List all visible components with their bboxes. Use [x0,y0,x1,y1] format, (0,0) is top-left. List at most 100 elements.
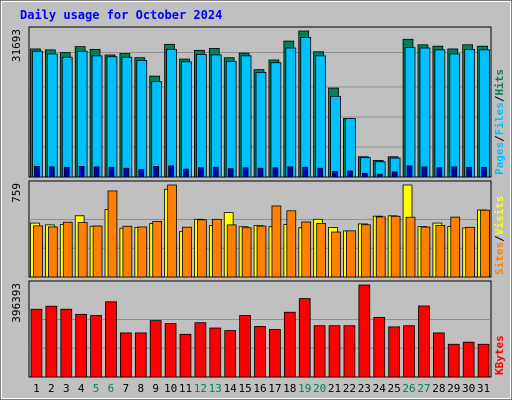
files-bar [61,56,73,178]
sites-bar [226,224,237,278]
x-tick-label: 21 [328,382,341,395]
pages-bar [466,166,472,178]
sites-bar [256,225,267,278]
files-bar [121,56,133,178]
pages-bar [227,168,234,178]
files-bar [32,50,43,178]
x-tick-label: 13 [209,382,222,395]
legend-label-pages: Pages [493,142,506,175]
sites-bar [122,225,133,278]
x-tick-label: 7 [123,382,130,395]
legend-label-files: Files [493,102,506,135]
legend-label-hits: Hits [493,69,506,96]
pages-bar [332,171,338,178]
x-tick-label: 9 [152,382,159,395]
x-tick-label: 5 [93,382,100,395]
sites-bar [137,226,148,278]
sites-bar [152,221,163,278]
legend-separator: / [493,235,506,242]
x-tick-label: 30 [462,382,475,395]
sites-bar [465,226,475,278]
kbytes-bar [418,305,430,378]
x-tick-label: 29 [447,382,460,395]
y-max-label-visits-sites: 759 [10,183,23,203]
pages-bar [376,173,383,178]
x-tick-label: 12 [194,382,207,395]
files-bar [151,81,163,178]
sites-bar [241,227,252,278]
x-tick-label: 18 [283,382,296,395]
x-tick-label: 24 [373,382,387,395]
x-tick-label: 22 [343,382,356,395]
kbytes-bar [224,330,237,378]
files-bar [106,56,118,178]
x-tick-label: 2 [48,382,55,395]
chart-title: Daily usage for October 2024 [20,8,222,22]
x-tick-label: 4 [78,382,85,395]
chart-panels: 31693Pages/Files/Hits759Sites/Visits3963… [10,26,506,378]
files-bar [270,62,282,178]
files-bar [285,47,297,178]
legend-separator: / [493,135,506,142]
pages-bar [451,166,458,178]
legend-text-hits-files-pages: Pages/Files/Hits [493,69,506,175]
kbytes-bar [254,326,266,378]
pages-bar [421,166,428,178]
x-axis-day-labels: 1 2 3 4 5 6 7 8 9 10 11 12 13 14 15 16 17 18 19 20 21 22 23 24 2… [33,382,490,395]
kbytes-bar [120,332,132,378]
sites-bar [48,226,58,278]
files-bar [315,55,326,178]
x-tick-label: 25 [388,382,401,395]
pages-bar [108,166,115,178]
sites-bar [346,230,356,278]
pages-bar [436,167,443,178]
files-bar [255,72,267,178]
pages-bar [302,166,309,178]
pages-bar [361,172,368,178]
kbytes-bar [209,327,222,378]
files-bar [419,47,431,178]
kbytes-bar [358,284,371,378]
files-bar [464,48,475,178]
x-tick-label: 16 [253,382,266,395]
legend-kbytes: KBytes [493,335,506,375]
kbytes-bar [313,325,326,378]
x-tick-label: 26 [402,382,415,395]
x-tick-label: 28 [432,382,445,395]
files-bar [479,49,490,178]
pages-bar [153,166,160,178]
files-bar [196,54,207,178]
kbytes-bar [343,325,356,378]
x-tick-label: 10 [164,382,177,395]
kbytes-bar [298,298,311,378]
kbytes-bar [283,311,296,378]
legend-label-sites: Sites [493,242,506,275]
kbytes-bar [373,316,386,378]
sites-bar [316,223,326,278]
pages-bar [317,167,323,178]
pages-bar [391,171,398,178]
files-bar [76,50,88,178]
files-bar [240,55,252,178]
kbytes-bar [149,320,162,378]
kbytes-bar [164,323,177,378]
pages-bar [49,166,55,178]
kbytes-bar [447,343,460,378]
kbytes-bar [45,305,58,378]
kbytes-bar [239,315,251,378]
pages-bar [347,170,353,178]
y-max-label-kbytes: 396393 [10,283,23,323]
files-bar [181,61,192,178]
pages-bar [123,167,130,178]
y-max-label-hits-files-pages: 31693 [10,29,23,62]
pages-bar [93,166,100,178]
pages-bar [242,167,249,178]
pages-bar [272,167,279,178]
legend-separator: / [493,95,506,102]
legend-hits-files-pages: Pages/Files/Hits [493,69,506,175]
pages-bar [481,166,487,178]
sites-bar [360,224,371,278]
pages-bar [63,166,70,178]
files-bar [434,49,446,178]
